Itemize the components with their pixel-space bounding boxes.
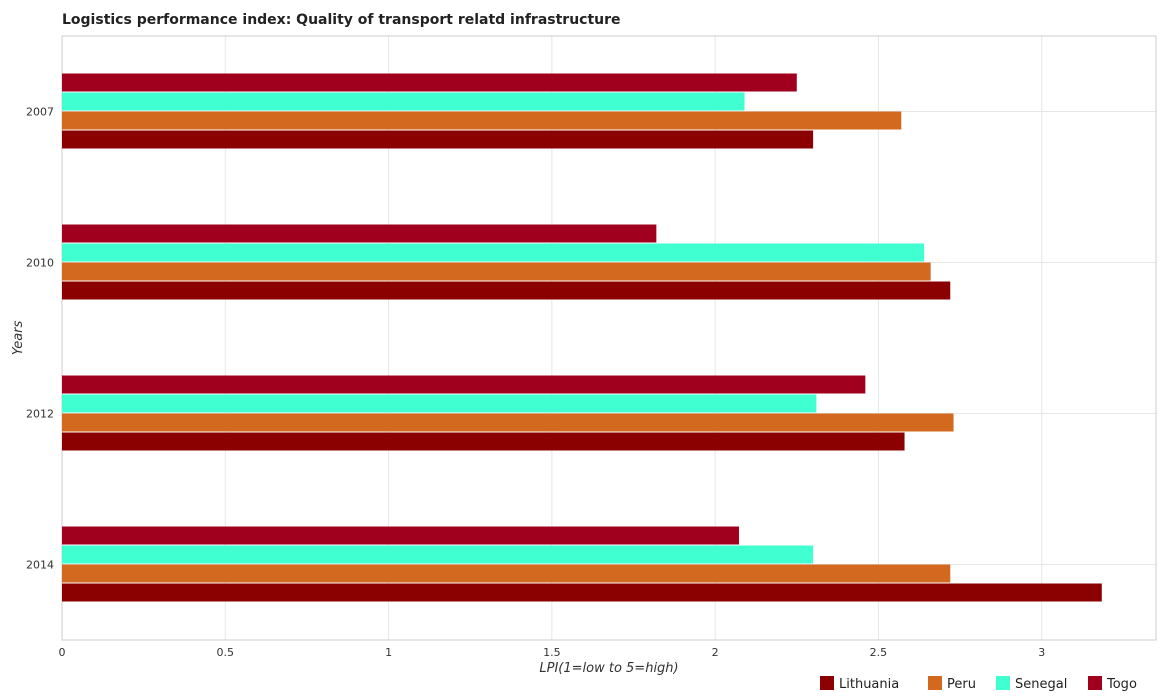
bars xyxy=(62,73,1102,602)
bar-togo-2012 xyxy=(62,375,866,394)
y-tick-label: 2007 xyxy=(26,106,54,119)
x-tick-label: 2 xyxy=(712,646,719,659)
legend-label-togo: Togo xyxy=(1106,677,1137,692)
legend-label-peru: Peru xyxy=(947,677,976,692)
legend-label-lithuania: Lithuania xyxy=(839,677,899,692)
bar-peru-2010 xyxy=(62,262,931,281)
x-tick-label: 0 xyxy=(59,646,66,659)
bar-lithuania-2014 xyxy=(62,583,1102,602)
bar-lithuania-2010 xyxy=(62,281,951,300)
bar-togo-2010 xyxy=(62,224,657,243)
bar-togo-2014 xyxy=(62,526,739,545)
x-tick-label: 1.5 xyxy=(543,646,561,659)
x-tick-labels: 0 0.5 1 1.5 2 2.5 3 xyxy=(59,646,1046,659)
bar-peru-2012 xyxy=(62,413,954,432)
bar-senegal-2007 xyxy=(62,92,745,111)
bar-peru-2014 xyxy=(62,564,951,583)
plot-frame xyxy=(61,35,1157,641)
legend-swatch-togo xyxy=(1088,676,1102,690)
legend: Lithuania Peru Senegal Togo xyxy=(820,676,1137,692)
bar-togo-2007 xyxy=(62,73,797,92)
legend-label-senegal: Senegal xyxy=(1015,677,1067,692)
bar-senegal-2012 xyxy=(62,394,817,413)
bar-lithuania-2012 xyxy=(62,432,905,451)
x-tick-label: 2.5 xyxy=(870,646,888,659)
legend-swatch-senegal xyxy=(996,676,1010,690)
x-tick-label: 3 xyxy=(1038,646,1045,659)
x-tick-label: 0.5 xyxy=(217,646,235,659)
y-axis-label: Years xyxy=(11,320,26,355)
x-tick-label: 1 xyxy=(385,646,392,659)
bar-senegal-2010 xyxy=(62,243,925,262)
legend-swatch-peru xyxy=(928,676,942,690)
bar-lithuania-2007 xyxy=(62,130,814,149)
y-tick-labels: 2007 2010 2012 2014 xyxy=(26,106,54,572)
chart-title: Logistics performance index: Quality of … xyxy=(62,12,621,28)
y-tick-label: 2010 xyxy=(26,257,54,270)
y-tick-label: 2014 xyxy=(26,559,54,572)
x-axis-label: LPI(1=low to 5=high) xyxy=(539,661,678,676)
legend-swatch-lithuania xyxy=(820,676,834,690)
y-tick-label: 2012 xyxy=(26,408,54,421)
bar-senegal-2014 xyxy=(62,545,814,564)
bar-peru-2007 xyxy=(62,111,902,130)
